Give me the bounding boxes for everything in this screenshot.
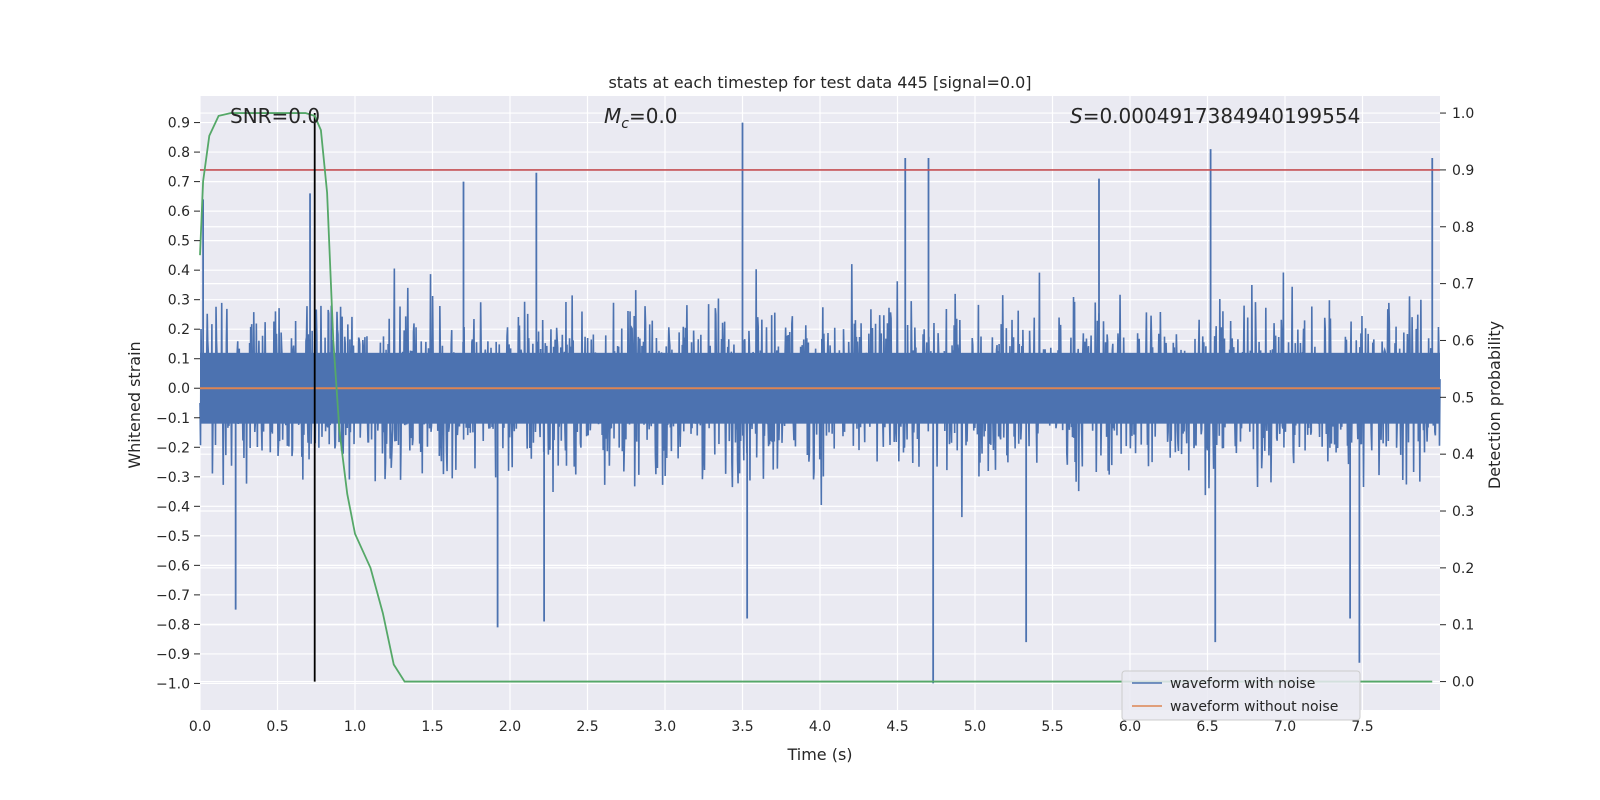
y-right-tick-label: 0.9 [1452, 163, 1474, 179]
x-tick-label: 0.0 [189, 719, 211, 735]
y-left-tick-label: 0.0 [168, 381, 190, 397]
y-left-tick-label: 0.4 [168, 263, 190, 279]
y-left-tick-label: 0.7 [168, 175, 190, 191]
x-tick-label: 1.0 [344, 719, 366, 735]
x-tick-label: 5.0 [964, 719, 986, 735]
y-left-tick-label: −0.5 [156, 529, 190, 545]
y-right-tick-label: 0.5 [1452, 390, 1474, 406]
y-left-tick-label: 0.8 [168, 145, 190, 161]
detection-probability-line [199, 112, 1433, 683]
score-symbol: S [1070, 104, 1083, 128]
x-tick-label: 3.5 [731, 719, 753, 735]
y-axis-right-label: Detection probability [1485, 321, 1504, 489]
x-tick-label: 0.5 [266, 719, 288, 735]
chirp-mass-symbol: M [604, 104, 621, 128]
y-left-tick-label: 0.5 [168, 234, 190, 250]
x-tick-label: 7.5 [1351, 719, 1373, 735]
y-right-tick-label: 0.2 [1452, 561, 1474, 577]
x-tick-label: 3.0 [654, 719, 676, 735]
legend-label-noisy: waveform with noise [1170, 676, 1315, 692]
x-tick-label: 5.5 [1041, 719, 1063, 735]
score-value: =0.0004917384940199554 [1083, 104, 1361, 128]
score-annotation: S=0.0004917384940199554 [1070, 104, 1360, 128]
chirp-mass-annotation: Mc=0.0 [604, 104, 678, 132]
y-left-tick-label: 0.2 [168, 322, 190, 338]
y-left-tick-label: −0.2 [156, 440, 190, 456]
y-left-tick-label: −0.4 [156, 499, 190, 515]
x-tick-label: 6.0 [1119, 719, 1141, 735]
y-axis-left-label: Whitened strain [125, 341, 144, 468]
y-left-tick-label: −1.0 [156, 676, 190, 692]
y-right-tick-label: 0.4 [1452, 447, 1474, 463]
y-left-tick-label: 0.6 [168, 204, 190, 220]
x-tick-label: 7.0 [1274, 719, 1296, 735]
x-axis-label: Time (s) [786, 745, 852, 764]
snr-annotation: SNR=0.0 [230, 104, 320, 128]
series-lines [199, 112, 1440, 683]
x-tick-label: 4.0 [809, 719, 831, 735]
y-left-tick-label: 0.9 [168, 116, 190, 132]
chart-title: stats at each timestep for test data 445… [608, 73, 1031, 92]
legend: waveform with noise waveform without noi… [1121, 670, 1361, 721]
y-left-tick-label: 0.1 [168, 352, 190, 368]
tick-labels: 0.0 0.5 1.0 1.5 2.0 2.5 3.0 3.5 4.0 4.5 5.0 5.5 6.0 6… [156, 106, 1474, 735]
y-right-tick-label: 0.7 [1452, 277, 1474, 293]
y-left-tick-label: −0.8 [156, 617, 190, 633]
y-left-tick-label: −0.7 [156, 588, 190, 604]
legend-box [1121, 670, 1361, 721]
y-right-tick-label: 1.0 [1452, 106, 1474, 122]
y-right-tick-label: 0.6 [1452, 333, 1474, 349]
y-right-tick-label: 0.1 [1452, 618, 1474, 634]
chirp-mass-subscript: c [621, 116, 629, 132]
y-left-tick-label: −0.3 [156, 470, 190, 486]
y-left-tick-label: −0.6 [156, 558, 190, 574]
x-tick-label: 2.0 [499, 719, 521, 735]
y-left-tick-label: −0.1 [156, 411, 190, 427]
y-right-tick-label: 0.0 [1452, 675, 1474, 691]
y-left-tick-label: −0.9 [156, 647, 190, 663]
x-tick-label: 4.5 [886, 719, 908, 735]
legend-label-clean: waveform without noise [1170, 699, 1338, 715]
y-right-tick-label: 0.8 [1452, 220, 1474, 236]
x-tick-label: 2.5 [576, 719, 598, 735]
x-tick-label: 1.5 [421, 719, 443, 735]
y-right-tick-label: 0.3 [1452, 504, 1474, 520]
x-tick-label: 6.5 [1196, 719, 1218, 735]
y-left-tick-label: 0.3 [168, 293, 190, 309]
chirp-mass-value: =0.0 [629, 104, 678, 128]
